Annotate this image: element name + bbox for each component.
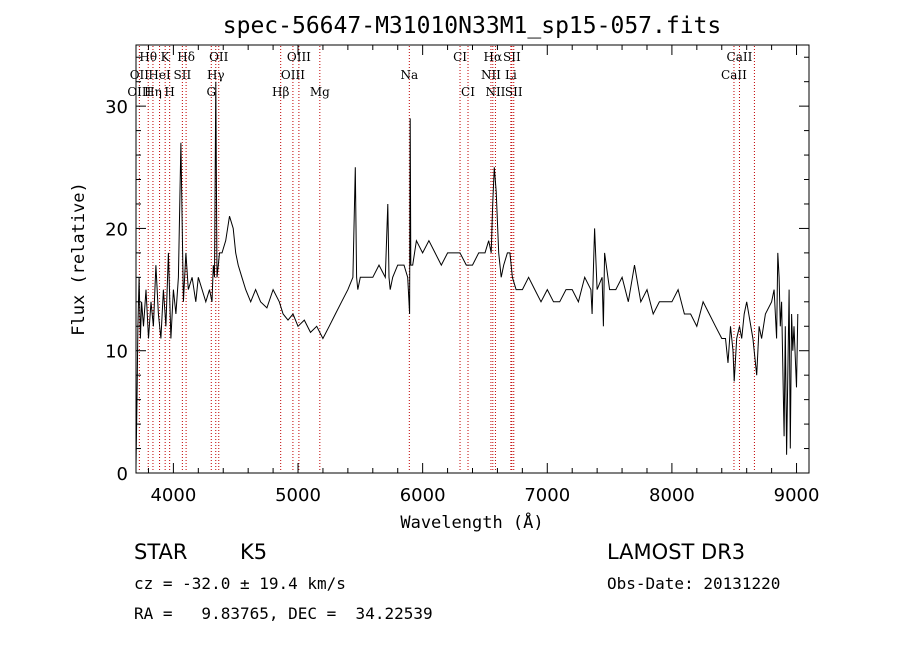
line-label: Li: [505, 68, 517, 82]
line-label: H: [164, 85, 174, 99]
x-tick-label: 8000: [649, 485, 695, 506]
line-label: HeI: [148, 68, 171, 82]
line-label: Hα: [484, 50, 503, 64]
y-tick-label: 10: [105, 342, 128, 363]
x-tick-label: 7000: [524, 485, 570, 506]
line-label: Hθ: [139, 50, 157, 64]
line-label: G: [206, 85, 216, 99]
y-tick-label: 30: [105, 97, 128, 118]
line-label: CaII: [721, 68, 747, 82]
y-tick-label: 0: [117, 464, 128, 485]
observation-date: Obs-Date: 20131220: [607, 574, 781, 593]
line-label: NII: [485, 85, 505, 99]
line-label: OII: [209, 50, 229, 64]
line-label: CI: [453, 50, 467, 64]
redshift-cz: cz = -32.0 ± 19.4 km/s: [134, 574, 346, 593]
x-tick-label: 9000: [774, 485, 820, 506]
line-label: OII: [130, 68, 150, 82]
line-label: Mg: [310, 85, 330, 99]
x-tick-label: 4000: [150, 485, 196, 506]
survey-name: LAMOST DR3: [607, 540, 746, 564]
line-label: K: [161, 50, 171, 64]
chart-title: spec-56647-M31010N33M1_sp15-057.fits: [223, 13, 722, 39]
line-label: SII: [505, 85, 523, 99]
object-class: STAR: [134, 540, 188, 564]
spectral-line-markers: [138, 46, 755, 472]
line-label: SII: [503, 50, 521, 64]
line-label: OIII: [287, 50, 311, 64]
line-label: NII: [481, 68, 501, 82]
line-label: OIII: [281, 68, 305, 82]
object-subclass: K5: [240, 540, 268, 564]
line-label: Hη: [144, 85, 162, 99]
line-label: SII: [174, 68, 192, 82]
line-label: Na: [400, 68, 418, 82]
line-label: CI: [461, 85, 475, 99]
x-tick-label: 5000: [275, 485, 321, 506]
line-label: CaII: [741, 0, 767, 3]
coordinates: RA = 9.83765, DEC = 34.22539: [134, 604, 433, 623]
y-axis-label: Flux (relative): [69, 182, 89, 336]
line-label: Hγ: [207, 68, 225, 82]
y-tick-label: 20: [105, 219, 128, 240]
line-label: CaII: [727, 50, 753, 64]
spectrum-line: [135, 81, 799, 467]
line-label: OIII: [127, 85, 151, 99]
line-label: Hδ: [177, 50, 195, 64]
line-label: Hβ: [272, 85, 289, 99]
axis-ticks: 4000 5000 6000 7000 8000 9000 0 10 20 30: [105, 45, 819, 506]
x-tick-label: 6000: [400, 485, 446, 506]
x-axis-label: Wavelength (Å): [400, 511, 543, 533]
